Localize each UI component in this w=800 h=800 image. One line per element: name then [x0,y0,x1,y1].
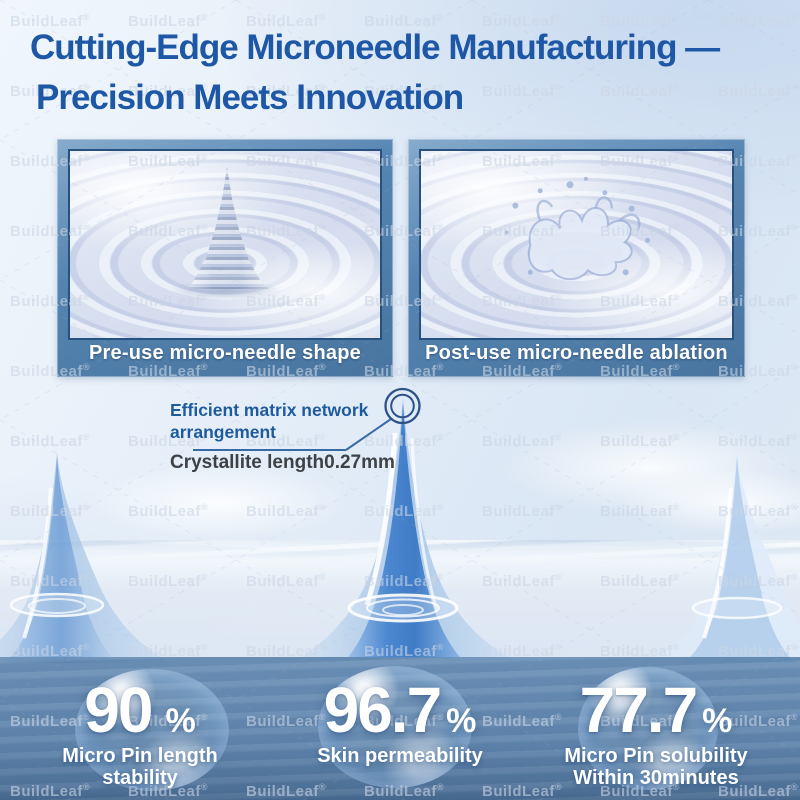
percent-sign: % [446,702,477,740]
watermark-text: BuildLeaf® [718,82,798,100]
stat-value: 77.7 [579,674,699,746]
percent-sign: % [702,702,733,740]
stat-number: 90 % [20,678,260,742]
watermark-text: BuildLeaf® [482,82,562,100]
callout-line2: arrangement [170,422,277,442]
pre-use-photo [68,149,382,340]
stat-label: Skin permeability [317,745,483,767]
needle-cone-right [644,452,800,663]
stat-pin-length-stability: 90 % Micro Pin length stability [20,678,260,789]
pre-use-caption: Pre-use micro-needle shape [89,342,361,364]
panel-pre-use: Pre-use micro-needle shape [57,139,393,377]
stat-value: 96.7 [323,674,443,746]
stat-number: 96.7 % [280,678,520,742]
stat-skin-permeability: 96.7 % Skin permeability [280,678,520,767]
stat-value: 90 [84,674,153,746]
watermark-text: BuildLeaf® [718,12,798,30]
measurement-text: Crystallite length0.27mm [170,452,395,473]
water-splash-image [504,176,651,281]
stat-pin-solubility: 77.7 % Micro Pin solubility Within 30min… [532,678,780,789]
panel-post-use: Post-use micro-needle ablation [408,139,745,377]
stat-number: 77.7 % [532,678,780,742]
callout-line1: Efficient matrix network [170,400,369,420]
headline-line1: Cutting-Edge Microneedle Manufacturing — [30,28,720,67]
stat-label: Micro Pin solubility Within 30minutes [564,745,748,789]
percent-sign: % [165,702,196,740]
needle-cone-left [0,452,172,663]
needle-cones-illustration [0,398,800,663]
post-use-photo [419,149,734,340]
post-use-caption: Post-use micro-needle ablation [425,342,728,364]
watermark-text: BuildLeaf® [600,82,680,100]
callout-text: Efficient matrix network arrangement [170,399,368,443]
stat-label: Micro Pin length stability [62,745,218,789]
headline-line2: Precision Meets Innovation [36,78,464,117]
